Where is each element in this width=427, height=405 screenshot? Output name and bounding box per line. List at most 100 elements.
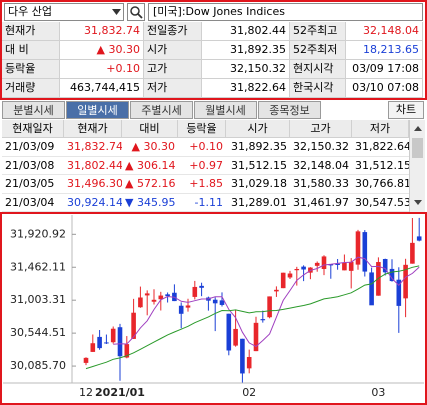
candle-body	[280, 272, 286, 289]
y-tick-label: 31,003.31	[10, 293, 66, 306]
candle-body	[348, 261, 354, 271]
chart-button[interactable]: 차트	[388, 101, 424, 119]
candle-body	[219, 300, 225, 305]
candle-body	[90, 343, 96, 352]
candle-body	[185, 305, 191, 308]
tab[interactable]: 분별시세	[2, 101, 65, 119]
chart: 31,920.92 31,462.11 31,003.31 30,544.51 30,0…	[0, 212, 427, 405]
x-tick-label: 02	[242, 386, 256, 399]
candle-body	[178, 305, 184, 314]
column-header: 고가	[290, 120, 352, 138]
info-label: 저가	[144, 79, 202, 98]
table-cell: +0.10	[178, 138, 226, 157]
table-cell: ▲ 306.14	[122, 157, 178, 175]
candle-body	[294, 268, 300, 271]
table-cell: 32,150.32	[290, 138, 352, 157]
candle-body	[151, 299, 157, 302]
table-cell: 31,512.15	[226, 157, 290, 175]
candle-body	[403, 264, 408, 299]
candle-body	[267, 296, 272, 318]
candle-body	[117, 327, 123, 357]
candle-body	[83, 357, 89, 363]
column-header: 현재일자	[2, 120, 64, 138]
candle-body	[240, 338, 245, 374]
table-cell: 31,289.01	[226, 194, 290, 212]
info-value: 03/10 07:08	[346, 79, 423, 98]
table-cell: 21/03/09	[2, 138, 64, 157]
info-label: 현재가	[2, 22, 60, 41]
table-cell: ▲ 572.16	[122, 175, 178, 194]
column-header: 현재가	[64, 120, 122, 138]
table-cell: 21/03/04	[2, 194, 64, 212]
table-cell: 31,512.15	[352, 157, 409, 175]
x-tick-label: 2021/01	[95, 386, 145, 399]
table-cell: ▲ 30.30	[122, 138, 178, 157]
scroll-arrows	[412, 126, 423, 205]
market-select[interactable]: 다우 산업	[4, 3, 124, 21]
table-cell: -1.11	[178, 194, 226, 212]
scrollbar[interactable]	[409, 120, 425, 212]
candle-body	[212, 299, 218, 304]
info-label: 전일종가	[144, 22, 202, 41]
table-cell: 30,924.14	[64, 194, 122, 212]
candle-body	[335, 263, 340, 265]
symbol-name: [미국]:Dow Jones Indices	[148, 3, 423, 21]
y-tick-label: 30,544.51	[10, 326, 66, 339]
info-label: 현지시각	[290, 60, 346, 79]
info-value: 463,744,415	[60, 79, 144, 98]
candle-body	[138, 297, 143, 308]
tab[interactable]: 주별시세	[130, 101, 193, 119]
candle-body	[382, 259, 388, 273]
y-tick-label: 31,462.11	[10, 260, 66, 273]
candle-body	[301, 266, 306, 270]
table-cell: 30,766.81	[352, 175, 409, 194]
candle-body	[328, 264, 334, 266]
candle-body	[287, 273, 293, 278]
column-header: 저가	[352, 120, 409, 138]
info-label: 52주최고	[290, 22, 346, 41]
moving-average-line	[85, 265, 420, 370]
info-value: 18,213.65	[346, 41, 423, 60]
column-header: 대비	[122, 120, 178, 138]
info-value: 03/09 17:08	[346, 60, 423, 79]
x-tick-label: 03	[371, 386, 385, 399]
info-label: 시가	[144, 41, 202, 60]
info-label: 대 비	[2, 41, 60, 60]
candle-body	[416, 236, 422, 241]
info-value: 32,150.32	[202, 60, 290, 79]
candle-body	[274, 289, 279, 292]
table-cell: ▼ 345.95	[122, 194, 178, 212]
info-value: +0.10	[60, 60, 144, 79]
tab[interactable]: 종목정보	[258, 101, 321, 119]
table-cell: 21/03/05	[2, 175, 64, 194]
candle-body	[199, 285, 204, 288]
table-cell: 31,802.44	[64, 157, 122, 175]
table-cell: 31,892.35	[226, 138, 290, 157]
y-tick-label: 31,920.92	[10, 227, 66, 240]
info-value: ▲ 30.30	[60, 41, 144, 60]
candle-body	[362, 232, 368, 272]
info-label: 등락율	[2, 60, 60, 79]
table-cell: 32,148.04	[290, 157, 352, 175]
info-value: 31,802.44	[202, 22, 290, 41]
table-cell: 31,029.18	[226, 175, 290, 194]
table-cell: 31,832.74	[64, 138, 122, 157]
candle-body	[165, 294, 170, 297]
tab[interactable]: 일별시세	[66, 101, 129, 119]
candle-body	[233, 328, 238, 346]
info-label: 52주최저	[290, 41, 346, 60]
search-button[interactable]	[127, 3, 145, 21]
candle-body	[260, 319, 266, 321]
tab[interactable]: 월별시세	[194, 101, 257, 119]
candle-body	[144, 293, 150, 296]
candle-body	[110, 328, 116, 343]
candle-body	[369, 272, 374, 306]
candle-body	[124, 344, 130, 358]
candle-body	[342, 262, 347, 271]
info-value: 31,822.64	[202, 79, 290, 98]
table-cell: +1.85	[178, 175, 226, 194]
dropdown-arrow	[112, 9, 121, 15]
candle-body	[97, 336, 102, 349]
x-tick-label: 12	[79, 386, 93, 399]
